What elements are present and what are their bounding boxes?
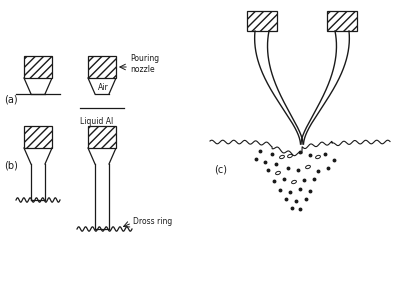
Bar bbox=[88, 56, 116, 78]
Text: Pouring
nozzle: Pouring nozzle bbox=[130, 54, 159, 74]
Bar bbox=[88, 126, 116, 148]
Text: Liquid Al: Liquid Al bbox=[80, 117, 114, 126]
Text: (a): (a) bbox=[4, 94, 18, 104]
Text: Air: Air bbox=[98, 83, 109, 91]
Text: Dross ring: Dross ring bbox=[133, 218, 172, 226]
Bar bbox=[247, 11, 277, 31]
Text: (b): (b) bbox=[4, 161, 18, 171]
Bar bbox=[24, 126, 52, 148]
Bar bbox=[24, 56, 52, 78]
Text: (c): (c) bbox=[214, 164, 227, 174]
Bar bbox=[327, 11, 357, 31]
